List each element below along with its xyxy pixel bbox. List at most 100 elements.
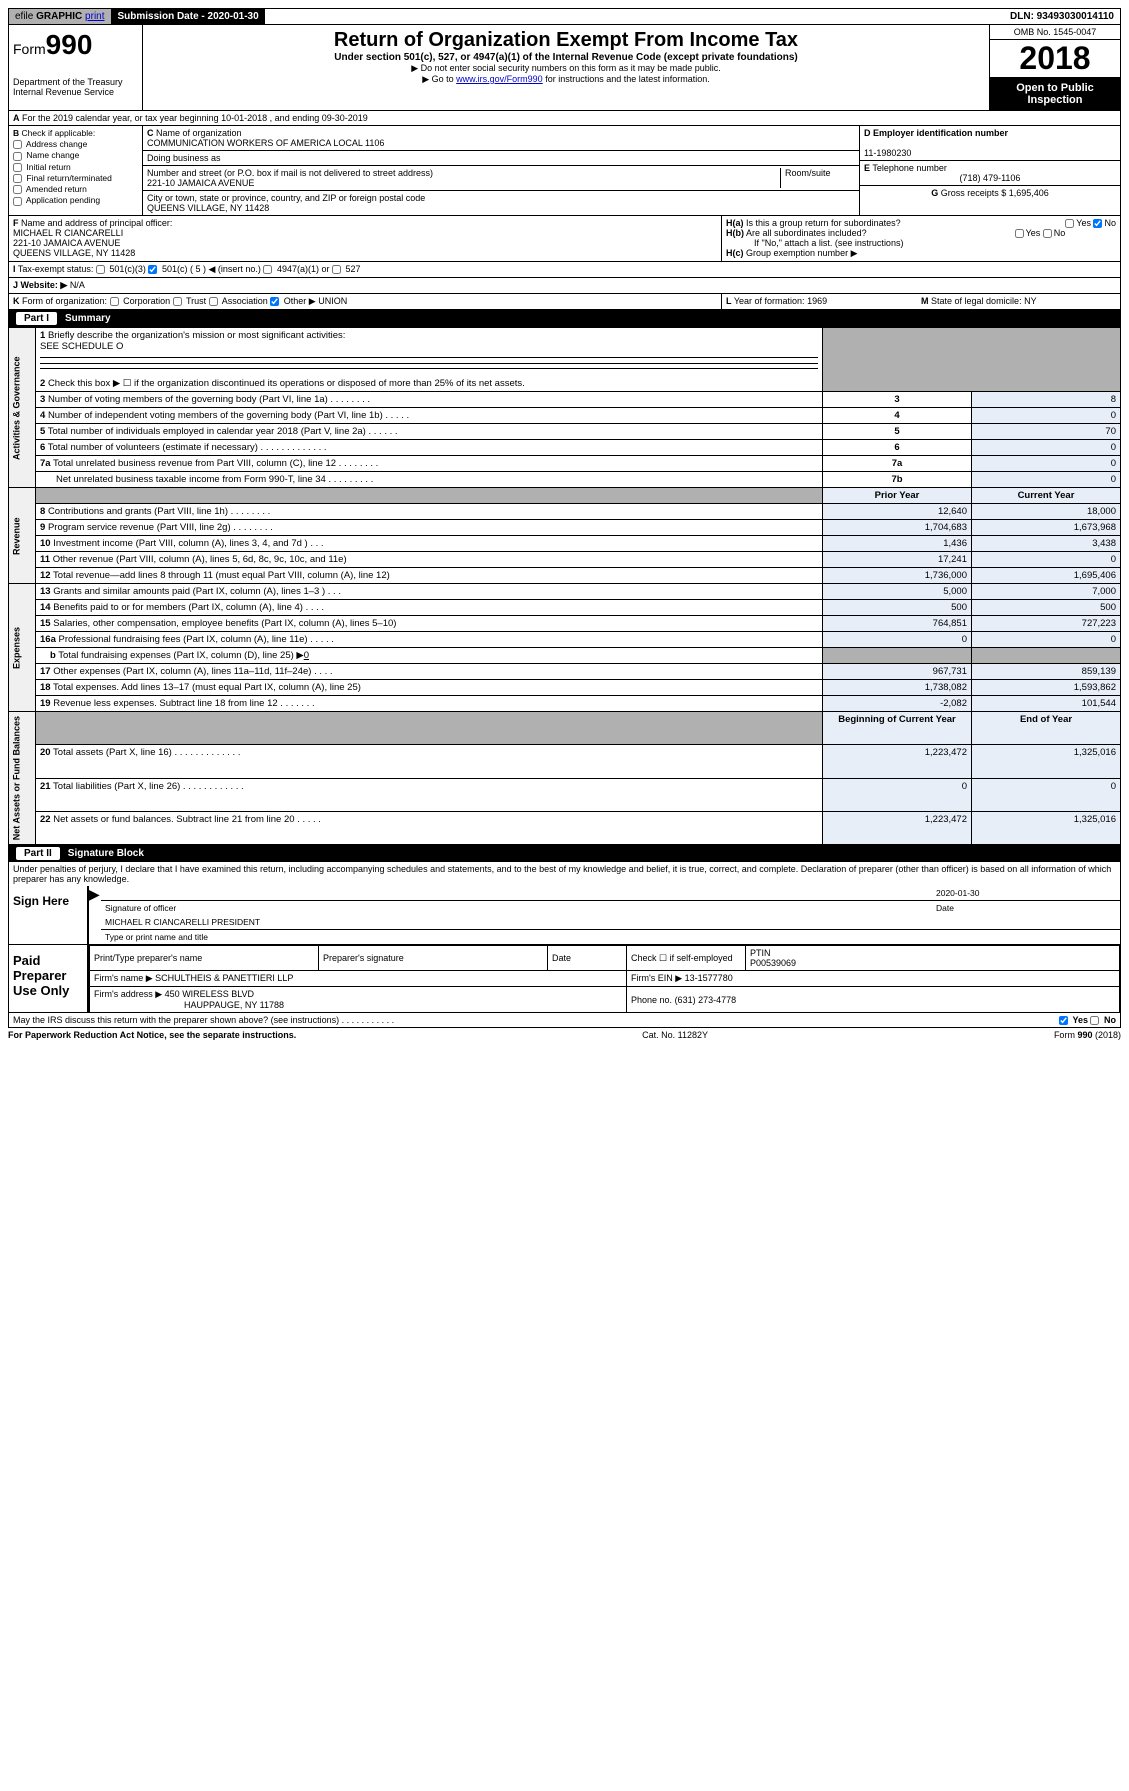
q20-label: Total assets (Part X, line 16) . . . . .…	[53, 747, 240, 758]
sig-date: 2020-01-30	[936, 888, 1116, 898]
c9: 1,673,968	[972, 520, 1121, 536]
p13: 5,000	[823, 584, 972, 600]
year-formation-value: 1969	[807, 296, 827, 306]
p19: -2,082	[823, 696, 972, 712]
ptin-value: P00539069	[750, 958, 796, 968]
q22-label: Net assets or fund balances. Subtract li…	[53, 814, 321, 825]
part2-title: Signature Block	[68, 848, 144, 859]
check-address-change[interactable]: Address change	[13, 139, 138, 149]
p10: 1,436	[823, 536, 972, 552]
form-subtitle: Under section 501(c), 527, or 4947(a)(1)…	[147, 52, 985, 63]
print-link[interactable]: print	[85, 11, 104, 22]
officer-city: QUEENS VILLAGE, NY 11428	[13, 248, 135, 258]
check-final-return[interactable]: Final return/terminated	[13, 173, 138, 183]
check-initial-return[interactable]: Initial return	[13, 162, 138, 172]
c13: 7,000	[972, 584, 1121, 600]
signature-section: Under penalties of perjury, I declare th…	[8, 862, 1121, 1013]
discuss-yes-check[interactable]	[1059, 1016, 1068, 1025]
527-check[interactable]	[332, 265, 341, 274]
website-label: Website: ▶	[21, 280, 68, 290]
top-bar: efile GRAPHIC print Submission Date - 20…	[8, 8, 1121, 25]
c18: 1,593,862	[972, 680, 1121, 696]
org-name-label: Name of organization	[156, 128, 242, 138]
hb-no-check[interactable]	[1043, 229, 1052, 238]
p9: 1,704,683	[823, 520, 972, 536]
c14: 500	[972, 600, 1121, 616]
p22: 1,223,472	[823, 811, 972, 844]
other-check[interactable]	[270, 297, 279, 306]
corp-check[interactable]	[110, 297, 119, 306]
officer-street: 221-10 JAMAICA AVENUE	[13, 238, 120, 248]
firm-ein: 13-1577780	[685, 973, 733, 983]
q21-label: Total liabilities (Part X, line 26) . . …	[53, 781, 244, 792]
v7b: 0	[972, 472, 1121, 488]
q13-label: Grants and similar amounts paid (Part IX…	[53, 586, 341, 597]
note-website: ▶ Go to www.irs.gov/Form990 for instruct…	[147, 74, 985, 85]
sign-here-label: Sign Here	[9, 886, 89, 944]
street-label: Number and street (or P.O. box if mail i…	[147, 168, 433, 178]
p20: 1,223,472	[823, 745, 972, 778]
check-amended-return[interactable]: Amended return	[13, 184, 138, 194]
irs-link[interactable]: www.irs.gov/Form990	[456, 74, 543, 84]
side-activities-governance: Activities & Governance	[9, 328, 36, 488]
v7a: 0	[972, 456, 1121, 472]
q2-label: Check this box ▶ ☐ if the organization d…	[48, 378, 525, 389]
hb-yes-check[interactable]	[1015, 229, 1024, 238]
city-value: QUEENS VILLAGE, NY 11428	[147, 203, 269, 213]
phone-label: Telephone number	[872, 163, 947, 173]
form-header: Form990 Department of the Treasury Inter…	[8, 25, 1121, 111]
type-name-label: Type or print name and title	[105, 932, 1116, 942]
p11: 17,241	[823, 552, 972, 568]
room-suite-label: Room/suite	[780, 168, 855, 188]
firm-addr1: 450 WIRELESS BLVD	[165, 989, 254, 999]
form-title: Return of Organization Exempt From Incom…	[147, 29, 985, 52]
ha-no-check[interactable]	[1093, 219, 1102, 228]
501c3-check[interactable]	[96, 265, 105, 274]
q16b-val: 0	[304, 650, 309, 661]
efile-button[interactable]: efile GRAPHIC print	[9, 9, 112, 24]
c17: 859,139	[972, 664, 1121, 680]
paperwork-notice: For Paperwork Reduction Act Notice, see …	[8, 1030, 296, 1040]
prep-phone-label: Phone no.	[631, 995, 672, 1005]
perjury-statement: Under penalties of perjury, I declare th…	[9, 862, 1120, 886]
dept-irs: Internal Revenue Service	[13, 87, 138, 97]
part2-header: Part II Signature Block	[8, 845, 1121, 862]
v3: 8	[972, 392, 1121, 408]
q4-label: Number of independent voting members of …	[48, 410, 409, 421]
q9-label: Program service revenue (Part VIII, line…	[48, 522, 273, 533]
q10-label: Investment income (Part VIII, column (A)…	[53, 538, 323, 549]
c12: 1,695,406	[972, 568, 1121, 584]
p21: 0	[823, 778, 972, 811]
check-application-pending[interactable]: Application pending	[13, 195, 138, 205]
note-ssn: ▶ Do not enter social security numbers o…	[147, 63, 985, 74]
trust-check[interactable]	[173, 297, 182, 306]
phone-value: (718) 479-1106	[864, 173, 1116, 183]
c19: 101,544	[972, 696, 1121, 712]
preparer-table: Print/Type preparer's name Preparer's si…	[89, 945, 1120, 1012]
tax-year: 2018	[990, 40, 1120, 78]
tax-status-label: Tax-exempt status:	[18, 264, 94, 274]
cat-number: Cat. No. 11282Y	[642, 1030, 708, 1040]
4947-check[interactable]	[263, 265, 272, 274]
efile-label: efile	[15, 11, 33, 22]
firm-addr-label: Firm's address ▶	[94, 989, 162, 999]
self-employed-check[interactable]: Check ☐ if self-employed	[627, 946, 746, 971]
discuss-no-check[interactable]	[1090, 1016, 1099, 1025]
c15: 727,223	[972, 616, 1121, 632]
ptin-label: PTIN	[750, 948, 771, 958]
q6-label: Total number of volunteers (estimate if …	[48, 442, 327, 453]
hb-note: If "No," attach a list. (see instruction…	[726, 238, 1116, 248]
assoc-check[interactable]	[209, 297, 218, 306]
check-name-change[interactable]: Name change	[13, 150, 138, 160]
prior-year-header: Prior Year	[823, 488, 972, 504]
ha-yes-check[interactable]	[1065, 219, 1074, 228]
submission-date: Submission Date - 2020-01-30	[112, 9, 265, 24]
side-net-assets: Net Assets or Fund Balances	[9, 712, 36, 845]
sig-date-label: Date	[936, 903, 1116, 913]
q16a-label: Professional fundraising fees (Part IX, …	[59, 634, 334, 645]
paid-preparer-label: Paid Preparer Use Only	[9, 945, 89, 1012]
officer-name: MICHAEL R CIANCARELLI	[13, 228, 123, 238]
v5: 70	[972, 424, 1121, 440]
501c-check[interactable]	[148, 265, 157, 274]
prep-phone: (631) 273-4778	[675, 995, 737, 1005]
